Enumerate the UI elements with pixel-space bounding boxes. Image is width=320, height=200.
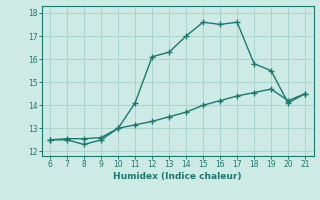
X-axis label: Humidex (Indice chaleur): Humidex (Indice chaleur) bbox=[113, 172, 242, 181]
